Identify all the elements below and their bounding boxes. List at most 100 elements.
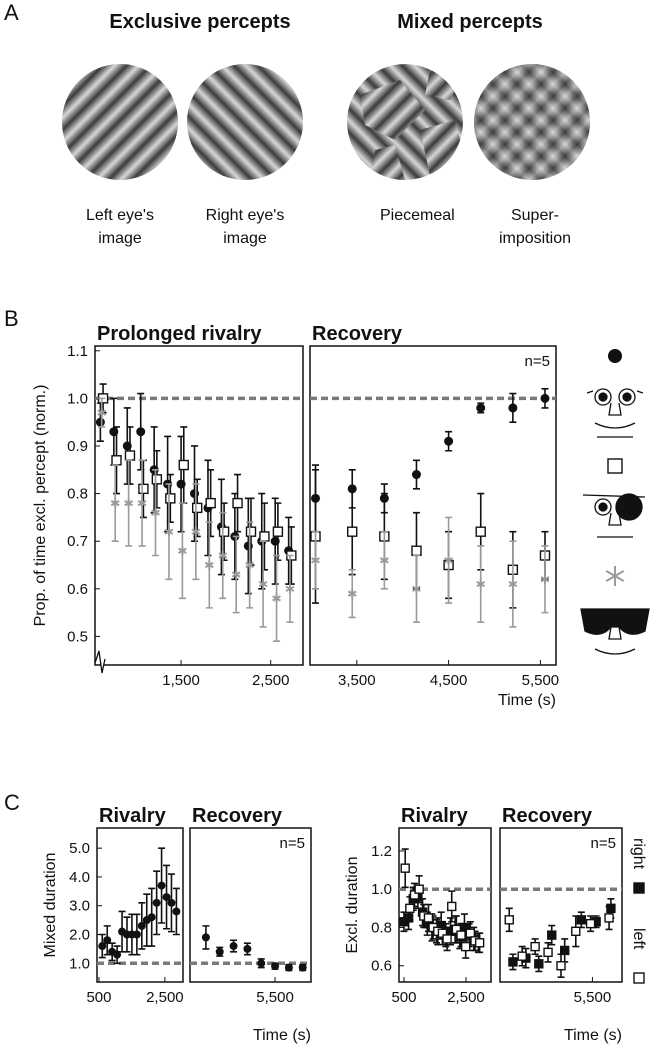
marker [412, 584, 421, 594]
panel-label: A [4, 0, 19, 25]
marker [403, 913, 414, 923]
chart-title: Recovery [312, 323, 403, 345]
plot-frame [398, 827, 492, 983]
chart-title: Rivalry [401, 805, 469, 827]
marker [215, 947, 224, 956]
chart-title: Recovery [502, 805, 593, 827]
marker [201, 933, 210, 942]
marker [411, 470, 421, 480]
marker [257, 959, 266, 968]
marker [245, 560, 255, 570]
marker [111, 455, 122, 466]
x-tick-label: 2,500 [146, 989, 184, 1006]
legend-item: left [630, 928, 647, 984]
panel-label: B [4, 306, 19, 331]
marker [556, 961, 566, 971]
grating [187, 64, 303, 180]
marker [456, 930, 466, 940]
marker [547, 930, 557, 940]
legend-label: right [630, 838, 647, 870]
x-tick-label: 2,500 [447, 989, 485, 1006]
x-tick-label: 500 [391, 989, 416, 1006]
marker [98, 942, 107, 951]
legend-marker [607, 458, 623, 474]
marker [162, 893, 171, 902]
marker [231, 570, 241, 580]
marker [405, 903, 415, 914]
marker [103, 936, 112, 945]
marker [606, 903, 616, 914]
marker [508, 957, 518, 967]
y-axis-label: Excl. duration [344, 857, 361, 954]
marker [178, 546, 187, 556]
legend-faces [580, 388, 650, 655]
x-axis-label: Time (s) [564, 1027, 622, 1044]
chart-title: Recovery [192, 805, 283, 827]
marker [476, 579, 486, 589]
plot-frame [96, 827, 184, 983]
marker [379, 555, 389, 565]
caption: image [98, 230, 142, 247]
captions: Left eye's image Right eye's image Piecemeal… [86, 207, 571, 247]
marker [444, 555, 454, 565]
marker [411, 545, 422, 556]
marker [414, 884, 424, 894]
marker [272, 526, 284, 537]
marker [284, 963, 293, 972]
chart: Recovery 3,500 4,500 5,500 Time (s) n=5 [309, 323, 559, 709]
y-tick-label: 0.5 [67, 628, 88, 645]
marker [164, 527, 174, 537]
marker [476, 403, 486, 413]
marker [442, 934, 452, 944]
marker [124, 450, 136, 461]
y-tick-label: 5.0 [69, 840, 90, 857]
marker [460, 941, 471, 952]
marker [178, 459, 189, 471]
marker [272, 593, 281, 603]
marker [191, 527, 201, 537]
marker [534, 959, 544, 969]
marker [232, 497, 243, 509]
caption: imposition [499, 230, 571, 247]
x-tick-label: 4,500 [430, 672, 468, 689]
marker [258, 579, 268, 589]
marker [400, 863, 410, 873]
x-axis-label: Time (s) [253, 1027, 311, 1044]
y-tick-label: 0.6 [371, 958, 392, 975]
marker [585, 918, 596, 929]
marker [508, 403, 518, 413]
y-tick-label: 4.0 [69, 869, 90, 886]
marker [229, 942, 238, 951]
x-tick-label: 5,500 [574, 989, 612, 1006]
marker [543, 947, 553, 958]
chart-title: Rivalry [99, 805, 167, 827]
y-tick-label: 1.0 [67, 390, 88, 407]
chart: Recovery 5,500 Time (s) n=5 [499, 805, 623, 1044]
marker [633, 972, 645, 984]
marker [447, 901, 457, 912]
marker [151, 508, 160, 518]
marker [559, 945, 570, 956]
marker [298, 963, 307, 972]
caption: image [223, 230, 267, 247]
heading: Mixed percepts [397, 11, 543, 33]
marker [259, 531, 270, 542]
chart-title: Prolonged rivalry [97, 323, 262, 345]
marker [423, 913, 434, 923]
marker [604, 913, 614, 923]
annotation: n=5 [591, 835, 616, 852]
plot-frame [499, 827, 623, 983]
plot-frame [309, 345, 557, 666]
y-tick-label: 0.8 [371, 919, 392, 936]
marker [147, 913, 156, 922]
marker [151, 474, 163, 485]
grating-piecemeal [347, 64, 463, 180]
plot-frame [94, 345, 304, 666]
marker [137, 921, 146, 930]
marker [124, 498, 134, 508]
marker [285, 584, 295, 594]
marker [204, 560, 214, 570]
annotation: n=5 [280, 835, 305, 852]
charts: Prolonged rivalry 0.5 0.6 0.7 0.8 0.9 1.0 1.1 1,… [32, 323, 647, 1044]
marker [633, 882, 645, 894]
